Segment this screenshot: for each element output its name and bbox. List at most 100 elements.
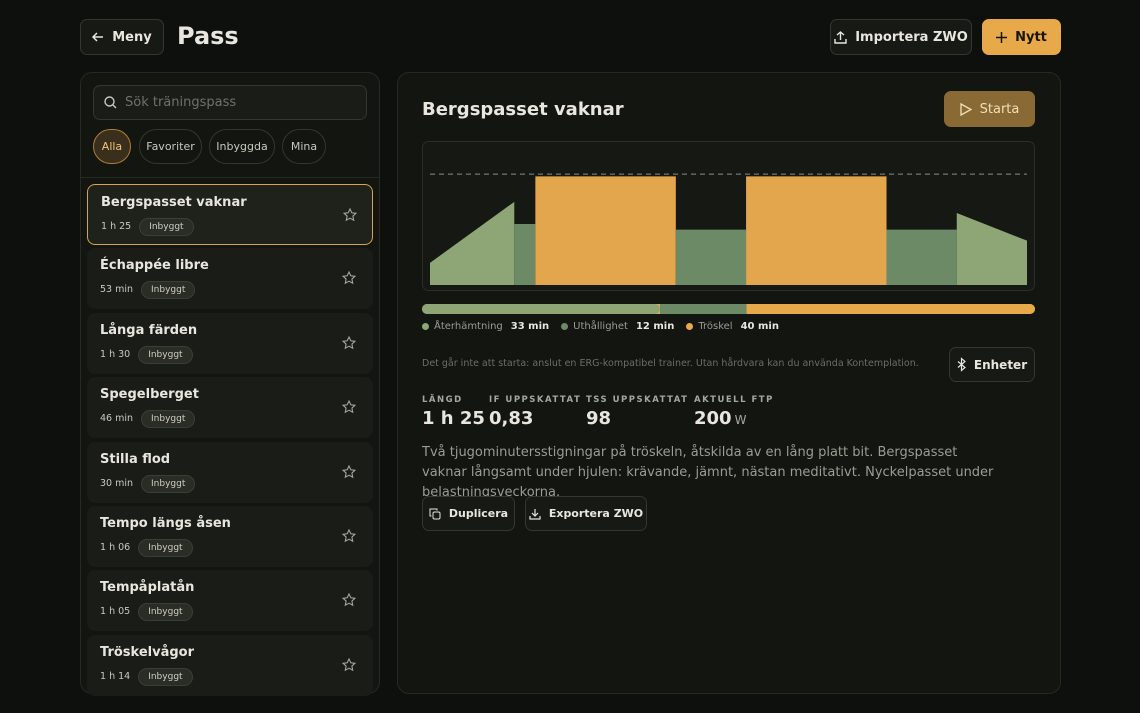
item-tag: Inbyggt: [138, 539, 193, 557]
item-meta: 1 h 06 Inbyggt: [100, 539, 193, 557]
item-name: Tempåplatån: [100, 580, 195, 596]
legend-value: 33 min: [510, 321, 550, 332]
profile-segment: [956, 212, 1027, 285]
item-tag: Inbyggt: [138, 603, 193, 622]
workout-item[interactable]: Spegelberget 46 min Inbyggt: [87, 377, 373, 439]
stat-value: 0,83: [489, 408, 533, 429]
item-name: Stilla flod: [100, 451, 171, 467]
favorite-star[interactable]: [341, 464, 357, 479]
stat-label: AKTUELL FTP: [694, 395, 774, 405]
duplicate-label: Duplicera: [448, 507, 509, 520]
search-box[interactable]: Sök träningspass: [93, 85, 367, 120]
favorite-star[interactable]: [341, 399, 357, 414]
import-label: Importera ZWO: [855, 29, 968, 45]
favorite-star[interactable]: [341, 657, 357, 672]
item-duration: 1 h 05: [100, 606, 131, 618]
stat-label: LÄNGD: [422, 395, 463, 405]
duplicate-button[interactable]: Duplicera: [422, 496, 515, 531]
favorite-star[interactable]: [342, 207, 358, 222]
favorite-star[interactable]: [341, 271, 357, 285]
workout-item[interactable]: Långa färden 1 h 30 Inbyggt: [87, 312, 373, 374]
item-duration: 1 h 30: [100, 348, 131, 360]
workout-item[interactable]: Tröskelvågor 1 h 14 Inbyggt: [87, 634, 373, 696]
legend-name: Uthållighet: [573, 321, 628, 332]
stat-label: TSS UPPSKATTAT: [586, 395, 689, 405]
legend-item: Tröskel 40 min: [686, 321, 779, 332]
item-meta: 46 min Inbyggt: [100, 410, 196, 429]
favorite-star[interactable]: [341, 528, 357, 543]
item-tag: Inbyggt: [139, 218, 194, 236]
import-button[interactable]: Importera ZWO: [830, 19, 972, 55]
zone-bar: [746, 304, 1035, 314]
item-name: Spegelberget: [100, 387, 199, 403]
page-title: Pass: [177, 22, 239, 50]
item-tag: Inbyggt: [141, 474, 196, 493]
item-name: Échappée libre: [100, 258, 209, 274]
workout-item[interactable]: Bergspasset vaknar 1 h 25 Inbyggt: [87, 184, 373, 245]
legend-value: 40 min: [740, 321, 779, 332]
profile-segment: [746, 176, 887, 285]
item-meta: 30 min Inbyggt: [100, 474, 196, 493]
workout-item[interactable]: Échappée libre 53 min Inbyggt: [87, 248, 373, 310]
stat-value: 1 h 25: [422, 408, 485, 429]
profile-segment: [886, 229, 957, 285]
notice: Det går inte att starta: anslut en ERG-k…: [422, 358, 919, 369]
workout-item[interactable]: Stilla flod 30 min Inbyggt: [87, 441, 373, 503]
stat-number: 200: [694, 408, 732, 429]
filter-chip[interactable]: Favoriter: [139, 129, 202, 164]
item-tag: Inbyggt: [138, 667, 193, 686]
profile-segment: [675, 229, 747, 285]
item-name: Tröskelvågor: [100, 644, 194, 660]
start-button[interactable]: Starta: [944, 91, 1035, 127]
legend-dot: [686, 323, 694, 330]
workout-item[interactable]: Tempo längs åsen 1 h 06 Inbyggt: [87, 506, 373, 567]
filter-chip[interactable]: Inbyggda: [209, 129, 275, 164]
legend-name: Återhämtning: [434, 321, 503, 332]
item-meta: 1 h 30 Inbyggt: [100, 345, 193, 364]
export-button[interactable]: Exportera ZWO: [525, 496, 647, 531]
item-duration: 46 min: [100, 413, 134, 425]
stat-label: IF UPPSKATTAT: [489, 395, 582, 405]
new-label: Nytt: [1015, 29, 1047, 45]
item-meta: 1 h 14 Inbyggt: [100, 667, 193, 686]
back-button[interactable]: Meny: [80, 19, 164, 55]
item-duration: 53 min: [100, 284, 134, 296]
stat-value: 200 W: [694, 408, 746, 429]
search-placeholder: Sök träningspass: [125, 95, 237, 110]
stat-number: 98: [586, 408, 612, 429]
divider: [81, 177, 379, 178]
item-tag: Inbyggt: [138, 345, 193, 364]
filter-chip[interactable]: Mina: [282, 129, 326, 164]
start-label: Starta: [979, 101, 1020, 117]
favorite-star[interactable]: [341, 335, 357, 350]
item-tag: Inbyggt: [141, 281, 196, 300]
stat-value: 98: [586, 408, 611, 429]
export-label: Exportera ZWO: [548, 507, 644, 520]
workout-item[interactable]: Tempåplatån 1 h 05 Inbyggt: [87, 570, 373, 632]
stat-number: 0,83: [489, 408, 534, 429]
legend-name: Tröskel: [698, 321, 733, 332]
item-duration: 1 h 25: [101, 221, 132, 232]
new-button[interactable]: Nytt: [982, 19, 1061, 55]
filter-chip[interactable]: Alla: [93, 129, 131, 164]
item-duration: 30 min: [100, 477, 134, 489]
item-name: Bergspasset vaknar: [101, 195, 247, 210]
back-label: Meny: [112, 29, 152, 45]
item-name: Tempo längs åsen: [100, 516, 231, 531]
legend-item: Uthållighet 12 min: [561, 321, 674, 332]
stat-number: 1 h 25: [422, 408, 485, 429]
zone-legend: Återhämtning 33 min Uthållighet 12 min Trösk…: [422, 321, 779, 332]
devices-button[interactable]: Enheter: [949, 347, 1035, 382]
legend-dot: [561, 323, 569, 330]
stat-unit: W: [734, 413, 747, 427]
item-tag: Inbyggt: [141, 410, 196, 429]
favorite-star[interactable]: [341, 593, 357, 607]
profile-segment: [514, 224, 536, 285]
item-duration: 1 h 14: [100, 670, 131, 682]
legend-value: 12 min: [635, 321, 675, 332]
legend-item: Återhämtning 33 min: [422, 321, 549, 332]
item-duration: 1 h 06: [100, 542, 131, 553]
legend-dot: [422, 323, 429, 330]
